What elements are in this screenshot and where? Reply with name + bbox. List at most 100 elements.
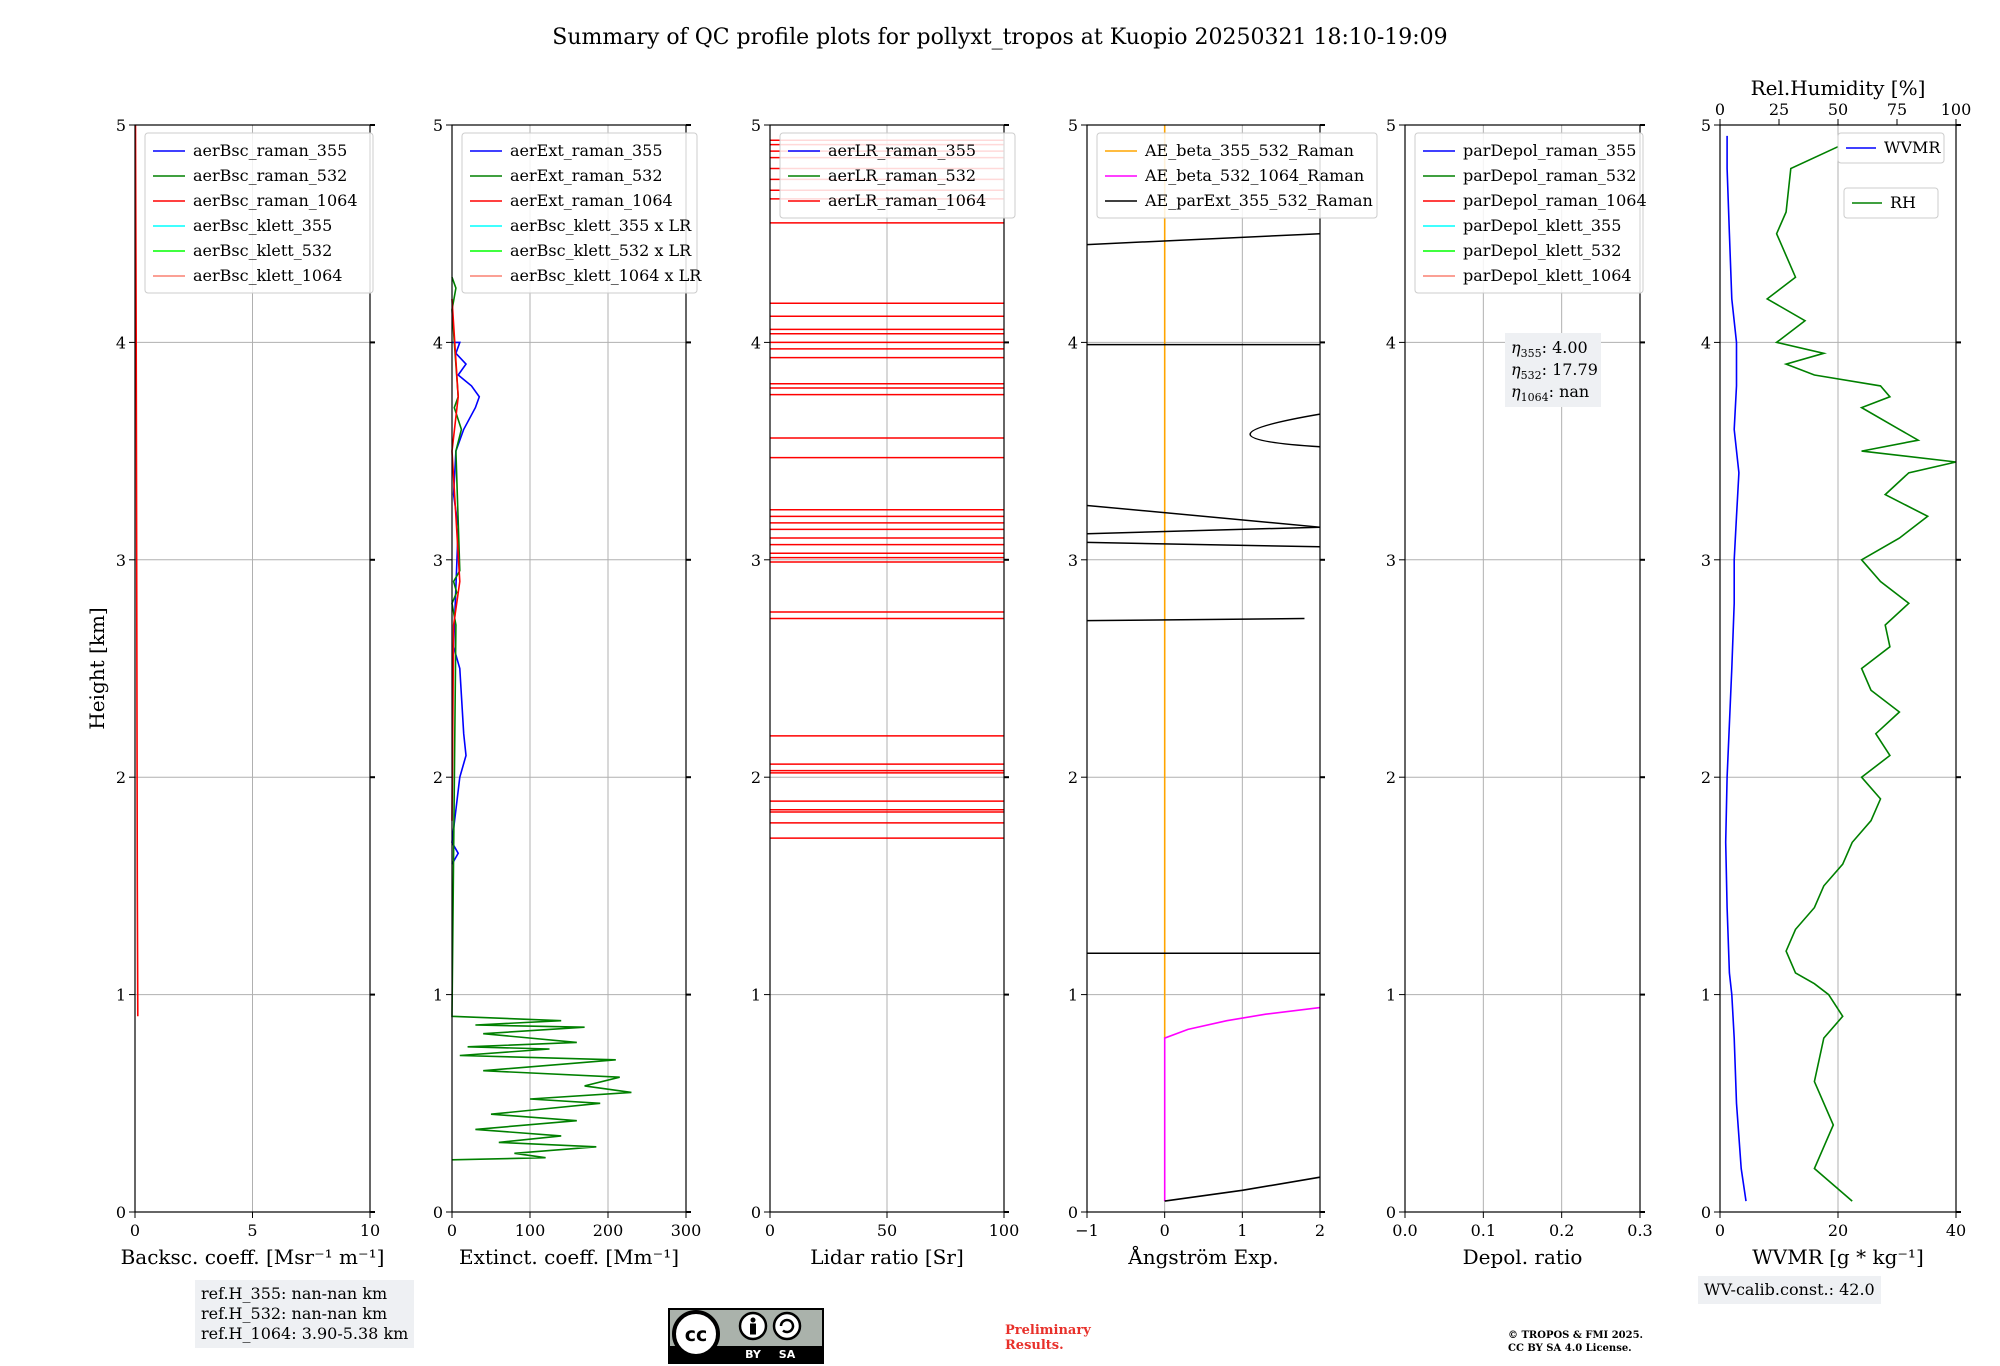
preliminary-results-note: Preliminary Results.: [1005, 1323, 1091, 1353]
legend-label: aerBsc_klett_1064 x LR: [510, 266, 702, 285]
legend-label: aerExt_raman_355: [510, 141, 663, 160]
legend-label: parDepol_raman_532: [1463, 166, 1636, 185]
ae-parext-curve: [1249, 413, 1321, 448]
x-axis-label: Lidar ratio [Sr]: [810, 1245, 964, 1269]
legend-label: aerBsc_klett_532: [193, 241, 332, 260]
legend-label: aerBsc_klett_355 x LR: [510, 216, 692, 235]
ae-parext-segment: [1086, 504, 1321, 528]
legend-label: AE_parExt_355_532_Raman: [1144, 191, 1373, 210]
y-tick-label: 4: [1386, 333, 1396, 352]
legend-label: parDepol_klett_532: [1463, 241, 1621, 260]
y-tick-label: 2: [1386, 768, 1396, 787]
ref-h-1064: ref.H_1064: 3.90-5.38 km: [201, 1324, 409, 1343]
copyright-line-1: © TROPOS & FMI 2025.: [1508, 1330, 1644, 1341]
y-tick-label: 1: [751, 986, 761, 1005]
series-line-AE_beta_532_1064_Raman: [1163, 1006, 1321, 1202]
series-line-aerBsc_raman_1064: [134, 124, 139, 1017]
legend-box: [1843, 187, 1939, 219]
y-tick-label: 4: [433, 333, 443, 352]
series-line-AE_parExt_355_532_Raman: [1164, 1176, 1321, 1202]
y-tick-label: 2: [433, 768, 443, 787]
legend-box: [779, 132, 1016, 219]
y-tick-label: 5: [1386, 116, 1396, 135]
panel-depol: 0.0 0.1 0.2 0.3 0 1 2 3 4 5 Depol. ratio parDepol_r…: [1386, 116, 1653, 1269]
x-tick-label: 1: [1237, 1221, 1247, 1240]
top-x-tick-label: 25: [1769, 100, 1789, 119]
y-tick-label: 5: [433, 116, 443, 135]
y-tick-label: 3: [433, 551, 443, 570]
top-x-tick-label: 100: [1941, 100, 1972, 119]
y-tick-label: 4: [751, 333, 761, 352]
legend-box: [1414, 132, 1644, 294]
legend-label: aerBsc_raman_532: [193, 166, 347, 185]
y-tick-label: 2: [751, 768, 761, 787]
y-tick-label: 5: [116, 116, 126, 135]
y-tick-label: 0: [1068, 1203, 1078, 1222]
legend-label: aerExt_raman_532: [510, 166, 663, 185]
reference-height-box: ref.H_355: nan-nan km ref.H_532: nan-nan…: [195, 1280, 415, 1348]
x-tick-label: 0.3: [1627, 1221, 1652, 1240]
x-tick-label: 0: [1715, 1221, 1725, 1240]
ae-parext-segment: [1086, 541, 1321, 548]
y-tick-label: 3: [1068, 551, 1078, 570]
y-tick-label: 5: [1068, 116, 1078, 135]
cc-logo-icon: [672, 1310, 720, 1358]
x-axis-label: Depol. ratio: [1463, 1245, 1583, 1269]
x-tick-label: 40: [1946, 1221, 1966, 1240]
panel-wvmr: 0 20 40 0 1 2 3 4 5 WVMR [g * kg⁻¹] 0 25 50 75 100 Rel.…: [1701, 76, 1971, 1269]
axes-frame: [451, 124, 687, 1213]
by-person-body: [750, 1323, 756, 1335]
y-tick-label: 0: [1386, 1203, 1396, 1222]
y-tick-label: 1: [1068, 986, 1078, 1005]
legend-box: [1096, 132, 1378, 219]
series-line-aerExt_raman_355: [451, 341, 481, 865]
legend-label: aerExt_raman_1064: [510, 191, 673, 210]
copyright-note: © TROPOS & FMI 2025. CC BY SA 4.0 Licens…: [1508, 1329, 1643, 1355]
y-tick-label: 4: [1068, 333, 1078, 352]
legend-label: RH: [1890, 193, 1916, 212]
x-tick-label: 0: [765, 1221, 775, 1240]
x-tick-label: 0: [130, 1221, 140, 1240]
legend-box: [461, 132, 698, 294]
x-tick-label: 100: [515, 1221, 546, 1240]
legend-label: aerLR_raman_355: [828, 141, 976, 160]
legend-label: aerBsc_klett_355: [193, 216, 332, 235]
y-tick-label: 1: [1386, 986, 1396, 1005]
ref-h-355: ref.H_355: nan-nan km: [201, 1284, 388, 1303]
cc-logo-text: cc: [685, 1324, 708, 1346]
legend-label: aerBsc_klett_1064: [193, 266, 342, 285]
x-tick-label: 0.1: [1471, 1221, 1496, 1240]
legend-label: parDepol_klett_1064: [1463, 266, 1632, 285]
legend-label: parDepol_raman_355: [1463, 141, 1636, 160]
x-tick-label: 200: [593, 1221, 624, 1240]
x-axis-label: Backsc. coeff. [Msr⁻¹ m⁻¹]: [121, 1245, 385, 1269]
legend-label: AE_beta_532_1064_Raman: [1144, 166, 1364, 185]
x-tick-label: 10: [360, 1221, 380, 1240]
ae-parext-segment: [1086, 526, 1321, 535]
y-tick-label: 0: [433, 1203, 443, 1222]
legend-label: AE_beta_355_532_Raman: [1144, 141, 1354, 160]
y-tick-label: 3: [1701, 551, 1711, 570]
x-tick-label: −1: [1075, 1221, 1099, 1240]
eta-e355: η355: 4.00: [1511, 338, 1588, 360]
legend-label: parDepol_klett_355: [1463, 216, 1621, 235]
y-tick-label: 0: [1701, 1203, 1711, 1222]
eta-e1064: η1064: nan: [1511, 382, 1589, 404]
legend-box: [144, 132, 374, 294]
series-line-aerExt_raman_532: [451, 276, 632, 1161]
legend-label: aerBsc_raman_355: [193, 141, 347, 160]
panel-lr: 0 50 100 0 1 2 3 4 5 Lidar ratio [Sr] aerLR_raman_…: [751, 116, 1019, 1269]
panel-ext: 0 100 200 300 0 1 2 3 4 5 Extinct. coeff. [Mm⁻¹] ae…: [433, 116, 702, 1269]
legend-label: parDepol_raman_1064: [1463, 191, 1647, 210]
preliminary-line-1: Preliminary: [1005, 1323, 1091, 1338]
y-tick-label: 5: [751, 116, 761, 135]
y-tick-label: 0: [116, 1203, 126, 1222]
eta-e532: η532: 17.79: [1511, 360, 1598, 382]
y-tick-label: 1: [433, 986, 443, 1005]
top-x-tick-label: 75: [1887, 100, 1907, 119]
x-tick-label: 2: [1315, 1221, 1325, 1240]
x-tick-label: 0.0: [1392, 1221, 1417, 1240]
sa-share-arc: [779, 1318, 795, 1334]
x-axis-label: Extinct. coeff. [Mm⁻¹]: [459, 1245, 679, 1269]
